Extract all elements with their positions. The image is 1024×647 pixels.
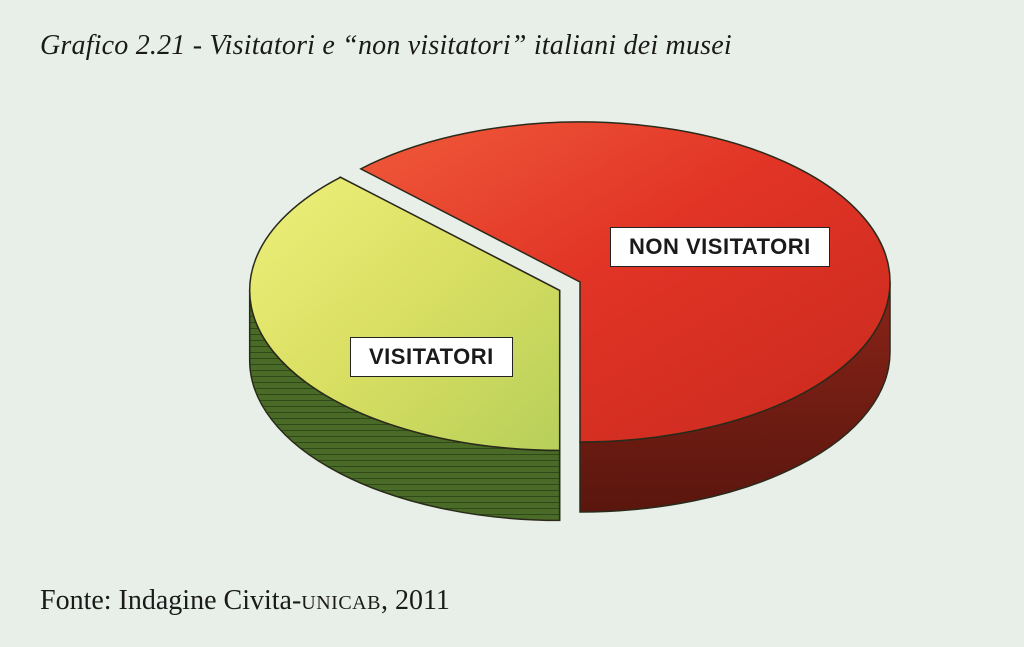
pie-svg [220,82,960,552]
page: Grafico 2.21 - Visitatori e “non visitat… [0,0,1024,647]
pie-chart: NON VISITATORI VISITATORI [40,72,984,552]
slice-label: NON VISITATORI [610,227,830,267]
slice-label: VISITATORI [350,337,513,377]
source-suffix: , 2011 [381,585,450,616]
source-prefix: Fonte: Indagine Civita- [40,585,301,616]
source-smallcaps: unicab [301,585,381,616]
source-line: Fonte: Indagine Civita-unicab, 2011 [40,585,450,617]
chart-title: Grafico 2.21 - Visitatori e “non visitat… [40,30,984,62]
